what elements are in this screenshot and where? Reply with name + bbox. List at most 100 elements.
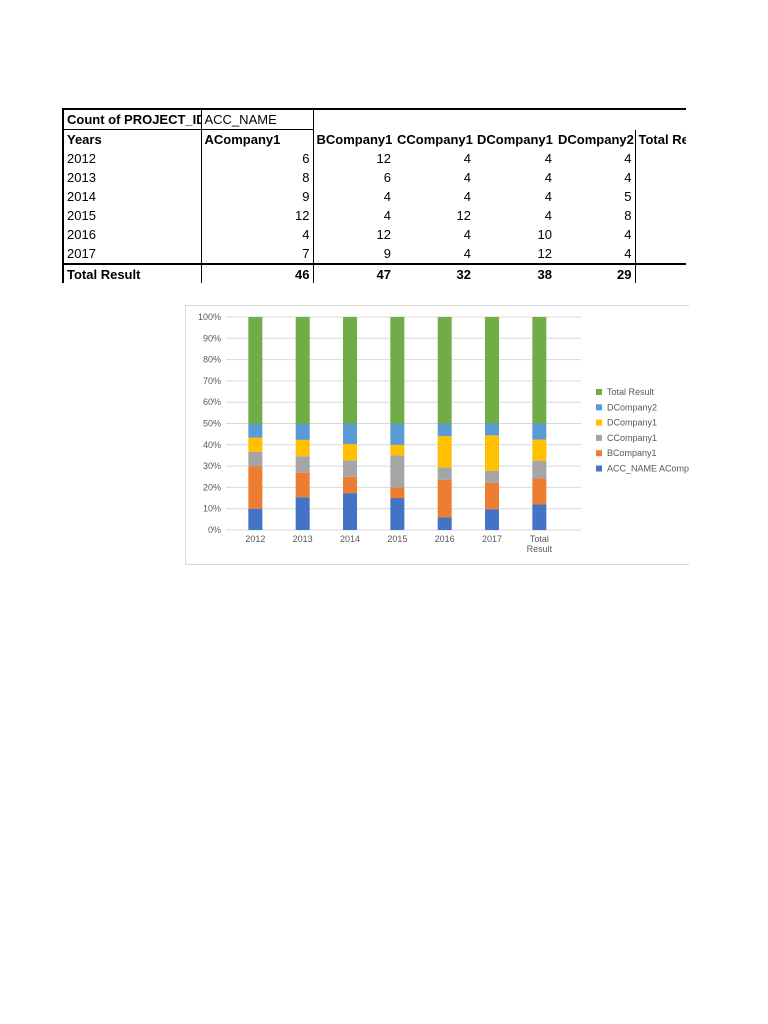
column-header[interactable]: CCompany1 (397, 131, 473, 147)
bar-segment[interactable] (295, 472, 310, 498)
table-cell[interactable]: 12 (376, 151, 391, 166)
bar-segment[interactable] (532, 478, 547, 505)
bar-segment[interactable] (532, 317, 547, 424)
bar-segment[interactable] (485, 317, 500, 424)
table-cell[interactable]: 4 (555, 244, 636, 264)
bar-segment[interactable] (437, 517, 452, 530)
bar-segment[interactable] (248, 508, 263, 530)
bar-segment[interactable] (390, 317, 405, 424)
bar-segment[interactable] (295, 497, 310, 530)
table-cell[interactable]: 8 (555, 206, 636, 225)
table-cell[interactable]: 30 (635, 149, 686, 168)
bar-segment[interactable] (295, 317, 310, 424)
table-cell[interactable]: 36 (635, 244, 686, 264)
row-year-label[interactable]: 2016 (62, 225, 202, 244)
pivot-corner-label[interactable]: Count of PROJECT_ID (62, 108, 202, 130)
table-cell[interactable]: 9 (383, 246, 391, 261)
column-header[interactable]: DCompany2 (555, 129, 636, 149)
column-header[interactable]: BCompany1 (316, 131, 393, 147)
row-year-label[interactable]: 2014 (62, 187, 202, 206)
legend-label[interactable]: DCompany2 (607, 402, 657, 412)
table-cell[interactable]: 40 (635, 206, 686, 225)
row-year-label[interactable]: 2012 (62, 149, 202, 168)
total-row-label[interactable]: Total Result (62, 263, 202, 283)
table-cell[interactable]: 8 (201, 168, 314, 187)
table-cell[interactable]: 12 (537, 246, 552, 261)
table-cell[interactable]: 12 (456, 208, 471, 223)
bar-segment[interactable] (437, 436, 452, 468)
table-cell[interactable]: 192 (635, 263, 686, 283)
table-cell[interactable]: 47 (313, 263, 394, 283)
bar-segment[interactable] (437, 423, 452, 437)
table-cell[interactable]: 26 (635, 168, 686, 187)
bar-segment[interactable] (532, 504, 547, 530)
table-cell[interactable]: 4 (555, 149, 636, 168)
row-year-label[interactable]: 2013 (62, 168, 202, 187)
bar-segment[interactable] (343, 423, 358, 444)
table-cell[interactable]: 4 (463, 246, 471, 261)
bar-segment[interactable] (343, 493, 358, 530)
bar-segment[interactable] (390, 444, 405, 456)
bar-segment[interactable] (437, 467, 452, 480)
table-cell[interactable]: 10 (537, 227, 552, 242)
pivot-row-header[interactable]: Years (62, 129, 202, 149)
bar-segment[interactable] (437, 479, 452, 518)
bar-segment[interactable] (343, 460, 358, 477)
table-cell[interactable]: 4 (555, 168, 636, 187)
table-cell[interactable]: 4 (555, 225, 636, 244)
bar-segment[interactable] (343, 317, 358, 424)
table-cell[interactable]: 32 (394, 263, 474, 283)
table-cell[interactable]: 4 (463, 189, 471, 204)
bar-segment[interactable] (248, 466, 263, 509)
row-year-label[interactable]: 2017 (62, 244, 202, 264)
bar-segment[interactable] (390, 455, 405, 488)
table-cell[interactable]: 12 (201, 206, 314, 225)
table-cell[interactable]: 38 (474, 263, 555, 283)
table-cell[interactable]: 46 (201, 263, 314, 283)
column-header[interactable]: DCompany1 (477, 131, 553, 147)
bar-segment[interactable] (532, 439, 547, 461)
bar-segment[interactable] (295, 456, 310, 473)
row-year-label[interactable]: 2015 (62, 206, 202, 225)
bar-segment[interactable] (485, 435, 500, 471)
legend-label[interactable]: DCompany1 (607, 418, 657, 428)
bar-segment[interactable] (248, 423, 263, 438)
bar-segment[interactable] (485, 482, 500, 510)
bar-segment[interactable] (248, 317, 263, 424)
bar-segment[interactable] (390, 498, 405, 530)
bar-segment[interactable] (390, 423, 405, 445)
stacked-bar-chart[interactable]: 0% 10% 20% 30% 40% 50% 60% 70% 80% 90% 100% 2012 201… (185, 305, 689, 565)
table-cell[interactable]: 4 (201, 225, 314, 244)
table-cell[interactable]: 26 (635, 187, 686, 206)
pivot-field-label[interactable]: ACC_NAME (201, 108, 314, 130)
column-header[interactable]: ACompany1 (201, 129, 314, 149)
table-cell[interactable]: 12 (376, 227, 391, 242)
table-cell[interactable]: 4 (383, 208, 391, 223)
table-cell[interactable]: 6 (201, 149, 314, 168)
bar-segment[interactable] (248, 437, 263, 452)
table-cell[interactable]: 7 (201, 244, 314, 264)
bar-segment[interactable] (485, 470, 500, 483)
table-cell[interactable]: 4 (463, 227, 471, 242)
legend-label[interactable]: BCompany1 (607, 448, 657, 458)
table-cell[interactable]: 29 (555, 263, 636, 283)
bar-segment[interactable] (295, 439, 310, 457)
table-cell[interactable]: 34 (635, 225, 686, 244)
bar-segment[interactable] (485, 509, 500, 530)
bar-segment[interactable] (343, 443, 358, 461)
bar-segment[interactable] (248, 451, 263, 467)
bar-segment[interactable] (485, 423, 500, 436)
table-cell[interactable]: 4 (544, 151, 552, 166)
legend-label[interactable]: CCompany1 (607, 433, 657, 443)
legend-label[interactable]: ACC_NAME ACompany1 (607, 464, 689, 474)
column-header[interactable]: Total Result (638, 131, 687, 147)
bar-segment[interactable] (343, 476, 358, 494)
table-cell[interactable]: 9 (201, 187, 314, 206)
bar-segment[interactable] (532, 460, 547, 479)
bar-segment[interactable] (437, 317, 452, 424)
table-cell[interactable]: 4 (383, 189, 391, 204)
bar-segment[interactable] (532, 423, 547, 440)
bar-segment[interactable] (390, 487, 405, 499)
table-cell[interactable]: 5 (555, 187, 636, 206)
table-cell[interactable]: 4 (544, 170, 552, 185)
